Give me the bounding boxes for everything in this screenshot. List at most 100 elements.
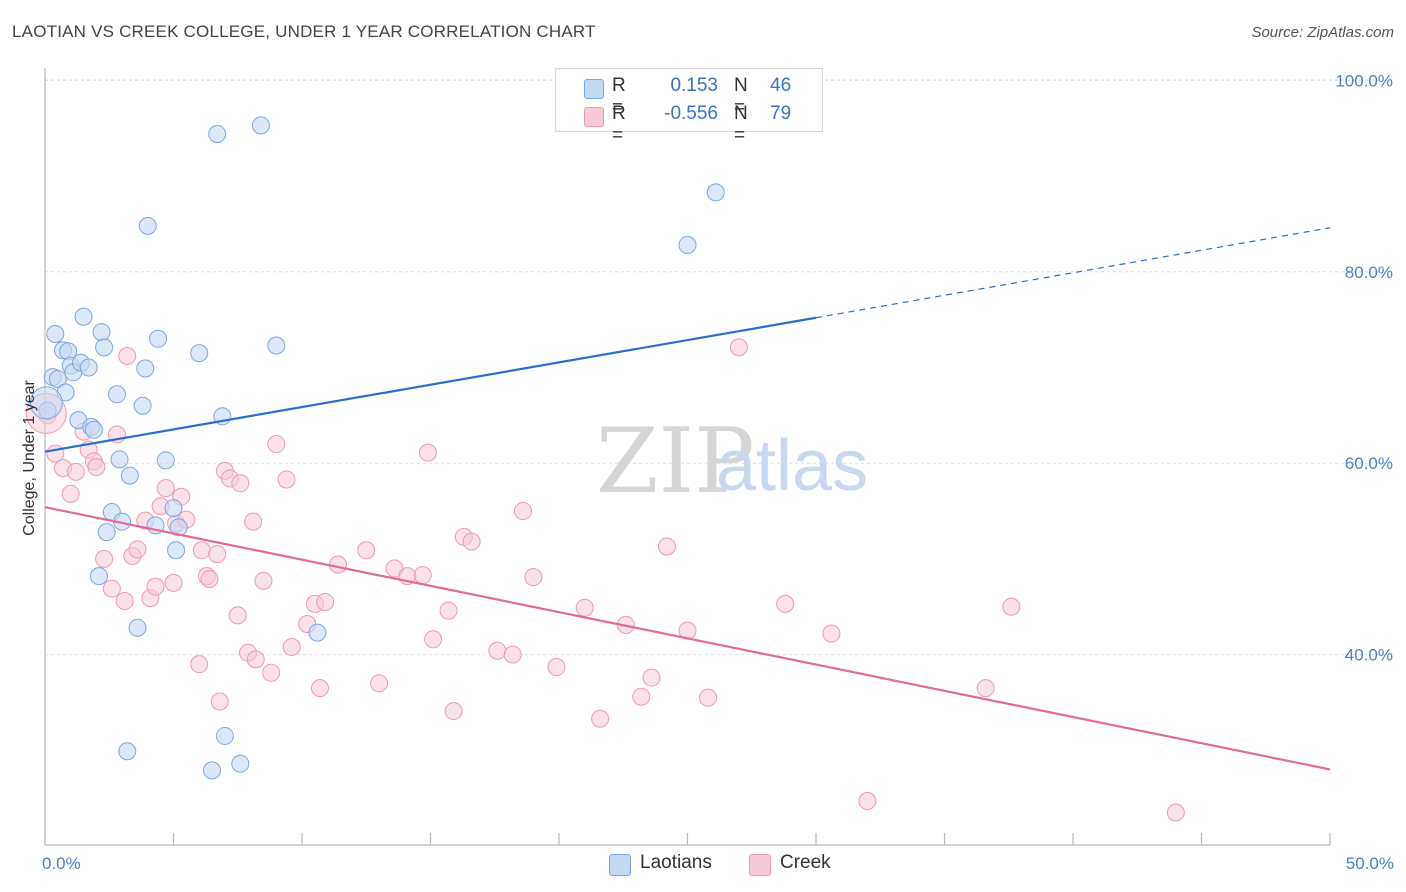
creek-points — [25, 338, 1185, 822]
creek-point — [591, 709, 610, 728]
creek-point — [657, 537, 676, 556]
legend-n-label: N = — [734, 103, 748, 146]
laotian-legend-label: Laotians — [640, 852, 712, 873]
laotian-legend-swatch — [609, 854, 631, 876]
creek-point — [244, 512, 263, 531]
laotian-point — [79, 358, 98, 377]
watermark-atlas: atlas — [716, 426, 868, 506]
creek-point — [164, 573, 183, 592]
creek-point — [462, 532, 481, 551]
creek-point — [228, 606, 247, 625]
laotian-point — [107, 385, 126, 404]
laotian-point — [74, 307, 93, 326]
creek-point — [200, 569, 219, 588]
creek-point — [514, 502, 533, 521]
creek-point — [1166, 803, 1185, 822]
laotian-point — [46, 325, 65, 344]
creek-point — [156, 479, 175, 498]
laotian-point — [95, 338, 114, 357]
creek-point — [524, 568, 543, 587]
creek-legend-swatch — [749, 854, 771, 876]
y-tick-label: 60.0% — [1345, 454, 1393, 473]
laotian-point — [267, 336, 286, 355]
creek-point — [413, 566, 432, 585]
creek-point — [128, 540, 147, 559]
laotian-point — [48, 369, 67, 388]
laotian-trend-line — [44, 316, 817, 453]
creek-point — [503, 645, 522, 664]
creek-point — [418, 443, 437, 462]
creek-point — [254, 571, 273, 590]
source-credit: Source: ZipAtlas.com — [1251, 24, 1394, 41]
laotian-swatch — [584, 79, 604, 99]
legend-n-value: 46 — [770, 75, 792, 96]
creek-point — [547, 658, 566, 677]
laotian-point — [215, 726, 234, 745]
creek-point — [424, 630, 443, 649]
creek-point — [439, 601, 458, 620]
creek-point — [115, 592, 134, 611]
creek-point — [210, 692, 229, 711]
laotian-point-large — [29, 386, 63, 420]
creek-point — [310, 679, 329, 698]
creek-point — [246, 650, 265, 669]
trend-lines — [44, 227, 1331, 771]
creek-point — [66, 462, 85, 481]
watermark-zip: ZIP — [596, 409, 755, 514]
laotian-point — [706, 183, 725, 202]
laotian-point — [118, 742, 137, 761]
series-legend: Laotians Creek — [0, 852, 1406, 878]
x-tick-labels: 0.0% 50.0% — [42, 854, 1394, 873]
laotian-point — [231, 754, 250, 773]
creek-point — [328, 555, 347, 574]
creek-point — [642, 668, 661, 687]
axes — [44, 68, 1331, 846]
y-tick-label: 80.0% — [1345, 263, 1393, 282]
creek-point — [87, 458, 106, 477]
creek-point — [192, 541, 211, 560]
laotian-point — [167, 541, 186, 560]
legend-n-label: N = — [734, 75, 748, 118]
laotian-point — [128, 618, 147, 637]
creek-point — [231, 474, 250, 493]
laotian-point — [133, 396, 152, 415]
creek-legend-label: Creek — [780, 852, 831, 873]
laotian-point — [164, 499, 183, 518]
legend-n-value: 79 — [770, 103, 792, 124]
correlation-legend: R = 0.153 N = 46 R = -0.556 N = 79 — [555, 68, 823, 146]
laotian-point — [136, 359, 155, 378]
laotian-point — [92, 323, 111, 342]
creek-point — [776, 594, 795, 613]
creek-point — [632, 687, 651, 706]
creek-point — [262, 663, 281, 682]
laotian-point — [138, 216, 157, 235]
creek-point — [1002, 597, 1021, 616]
creek-point — [316, 592, 335, 611]
y-tick-labels: 100.0% 80.0% 60.0% 40.0% — [1335, 71, 1393, 664]
creek-point — [282, 637, 301, 656]
laotian-point — [251, 116, 270, 135]
creek-point — [190, 655, 209, 674]
laotian-point — [203, 761, 222, 780]
laotian-point — [308, 623, 327, 642]
creek-point — [61, 484, 80, 503]
laotian-point — [190, 344, 209, 363]
creek-point — [370, 674, 389, 693]
creek-point — [102, 579, 121, 598]
laotian-point — [208, 124, 227, 143]
creek-point — [488, 641, 507, 660]
creek-point — [976, 679, 995, 698]
creek-point — [699, 688, 718, 707]
legend-r-value: 0.153 — [670, 75, 718, 96]
laotian-point — [149, 329, 168, 348]
y-tick-label: 40.0% — [1345, 646, 1393, 665]
creek-point — [118, 347, 137, 366]
legend-r-label: R = — [612, 75, 626, 118]
legend-r-label: R = — [612, 103, 626, 146]
x-tick-label: 0.0% — [42, 854, 81, 873]
y-tick-label: 100.0% — [1335, 71, 1393, 90]
laotian-point — [156, 451, 175, 470]
creek-point — [357, 541, 376, 560]
laotian-point — [97, 523, 116, 542]
